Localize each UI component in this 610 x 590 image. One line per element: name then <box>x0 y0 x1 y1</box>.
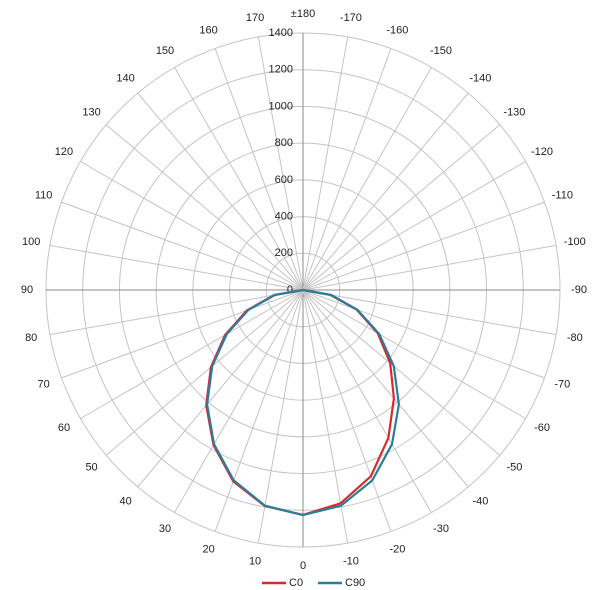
angle-label: -140 <box>469 72 491 84</box>
angle-label: 90 <box>21 284 33 296</box>
angle-label: -70 <box>554 378 570 390</box>
angle-label: -50 <box>506 461 522 473</box>
spoke <box>302 161 526 291</box>
spoke <box>302 289 432 513</box>
angle-label: 30 <box>159 523 171 535</box>
spoke <box>302 289 526 419</box>
angle-label: 0 <box>300 560 306 572</box>
angle-label: 50 <box>85 461 97 473</box>
angle-label: -30 <box>433 523 449 535</box>
angle-label: 100 <box>22 236 40 248</box>
spoke <box>61 201 304 291</box>
spoke <box>214 289 304 532</box>
spoke <box>302 289 557 336</box>
angle-label: -80 <box>567 332 583 344</box>
spoke <box>174 67 304 291</box>
spoke <box>302 289 469 488</box>
r-tick-label: 400 <box>275 210 293 222</box>
angle-label: -100 <box>564 236 586 248</box>
legend-label: C90 <box>345 577 365 589</box>
angle-label: -170 <box>340 12 362 24</box>
spoke <box>302 289 349 544</box>
angle-label: -150 <box>430 45 452 57</box>
spoke <box>302 289 392 532</box>
angle-label: -90 <box>571 284 587 296</box>
angle-label: 40 <box>119 495 131 507</box>
spoke <box>214 48 304 291</box>
spoke <box>302 67 432 291</box>
spoke <box>105 124 304 291</box>
spoke <box>302 92 469 291</box>
spoke <box>49 289 304 336</box>
r-tick-label: 1000 <box>269 100 293 112</box>
angle-label: -110 <box>552 190 573 202</box>
angle-label: 70 <box>38 378 50 390</box>
legend-label: C0 <box>289 577 303 589</box>
angle-label: -120 <box>531 146 553 158</box>
angle-label: 110 <box>35 190 53 202</box>
spoke <box>105 289 304 456</box>
angle-label: -60 <box>534 422 550 434</box>
spoke <box>80 161 304 291</box>
angle-label: 140 <box>116 72 134 84</box>
angle-label: -40 <box>472 495 488 507</box>
r-tick-label: 1400 <box>269 27 293 39</box>
spoke <box>137 92 304 291</box>
spoke <box>302 244 557 291</box>
r-tick-label: 800 <box>275 137 293 149</box>
angle-label: 60 <box>58 422 70 434</box>
spoke <box>302 36 349 291</box>
r-tick-label: 1200 <box>269 64 293 76</box>
angle-label: -10 <box>343 556 359 568</box>
angle-label: 10 <box>249 556 261 568</box>
angle-label: 170 <box>246 12 264 24</box>
spoke <box>302 289 501 456</box>
spoke <box>174 289 304 513</box>
spoke <box>302 289 545 379</box>
spoke <box>137 289 304 488</box>
angle-label: -160 <box>386 25 408 37</box>
angle-label: -130 <box>503 106 525 118</box>
angle-label: 20 <box>202 543 214 555</box>
r-tick-label: 0 <box>287 284 293 296</box>
r-tick-label: 200 <box>275 247 293 259</box>
angle-label: 150 <box>156 45 174 57</box>
series-line <box>206 288 400 517</box>
spoke <box>257 36 304 291</box>
spoke <box>257 289 304 544</box>
angle-label: 130 <box>82 106 100 118</box>
angle-label: 80 <box>25 332 37 344</box>
spoke <box>80 289 304 419</box>
spoke <box>49 244 304 291</box>
angle-label: -20 <box>389 543 405 555</box>
angle-label: ±180 <box>291 8 315 20</box>
spoke <box>302 201 545 291</box>
spoke <box>61 289 304 379</box>
r-tick-label: 600 <box>275 174 293 186</box>
angle-label: 120 <box>55 146 73 158</box>
angle-label: 160 <box>199 25 217 37</box>
spoke <box>302 124 501 291</box>
spoke <box>302 48 392 291</box>
